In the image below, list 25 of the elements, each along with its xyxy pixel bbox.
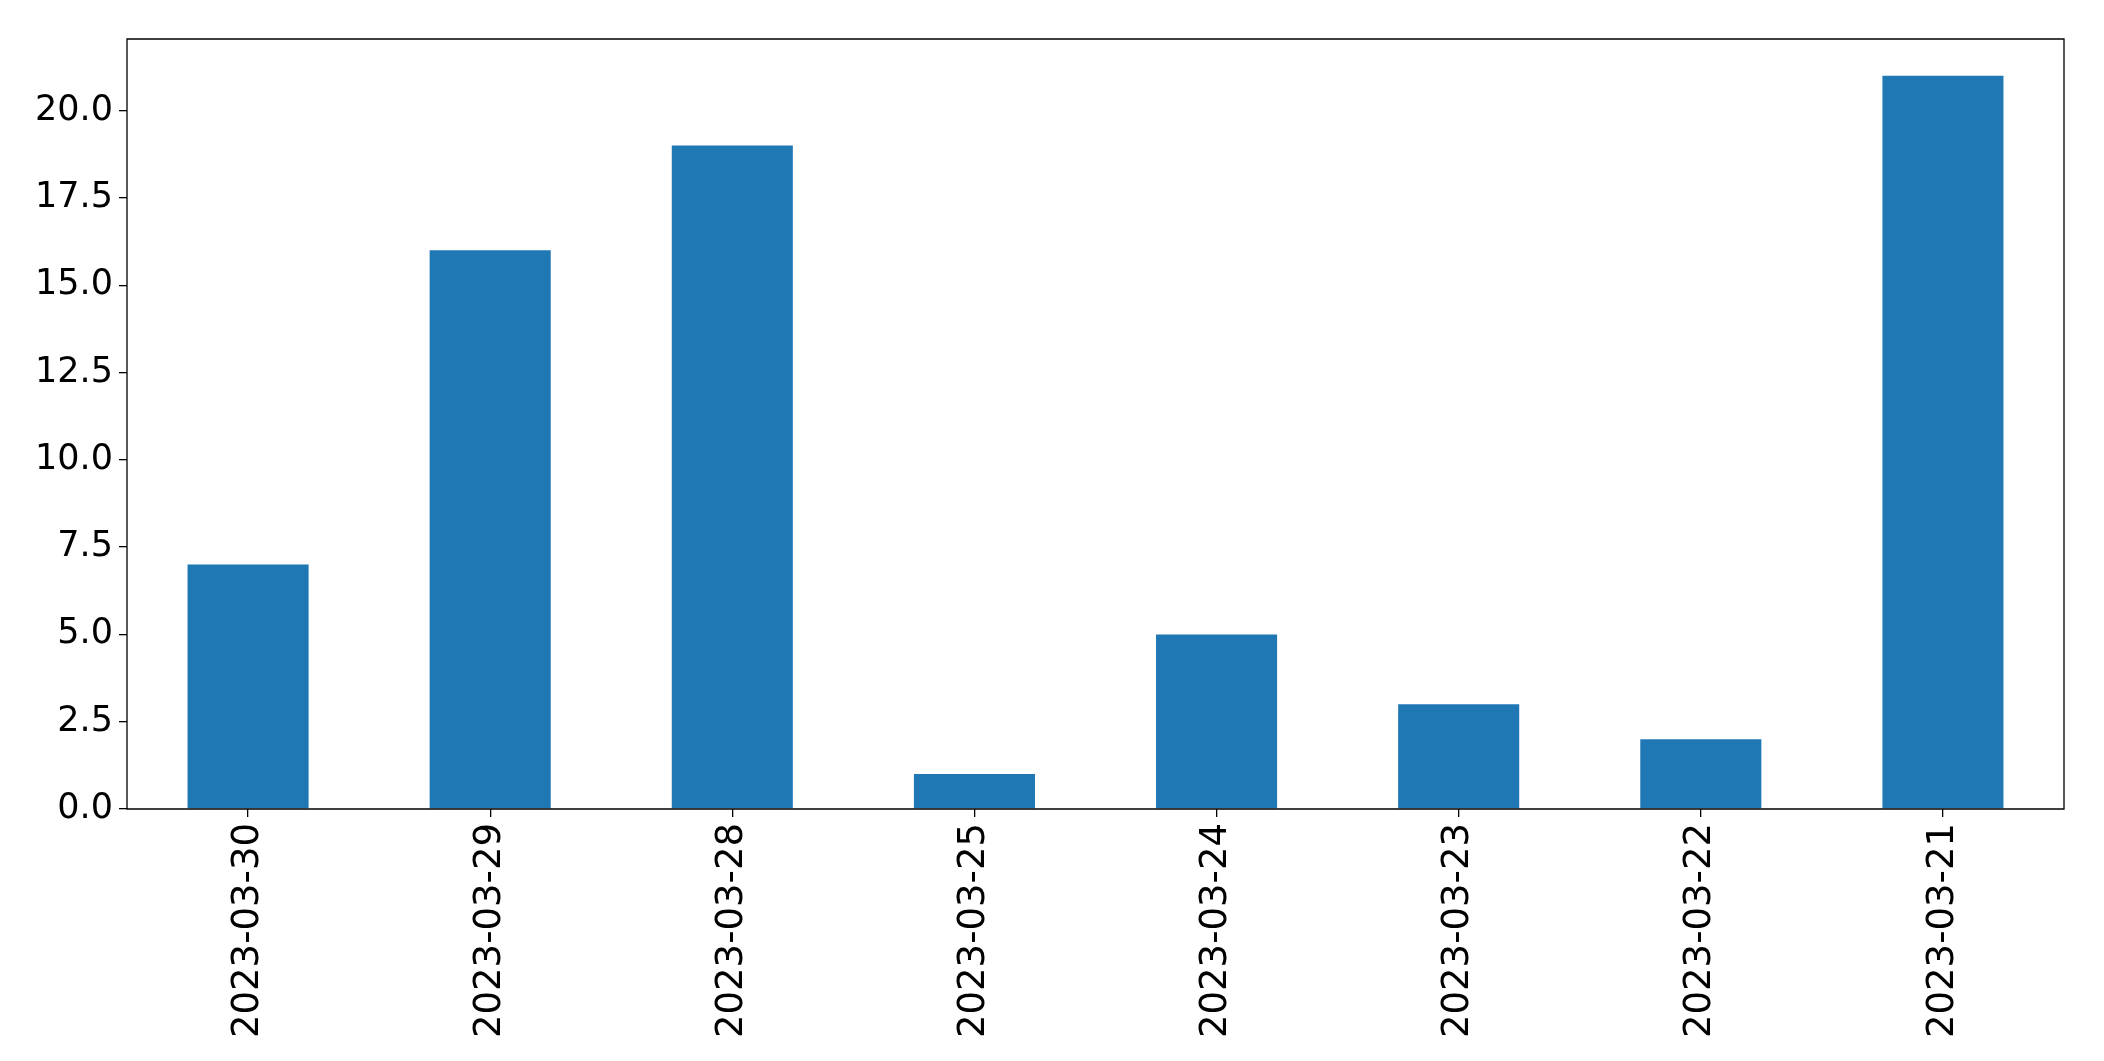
bar	[913, 774, 1035, 809]
bar	[1398, 704, 1520, 809]
x-tick-label: 2023-03-21	[1918, 823, 1962, 1039]
x-tick-label: 2023-03-25	[950, 823, 994, 1039]
x-tick-label: 2023-03-24	[1192, 823, 1236, 1039]
x-tick-label: 2023-03-30	[223, 823, 267, 1039]
y-tick-label: 20.0	[35, 87, 113, 128]
x-tick-label: 2023-03-22	[1676, 823, 1720, 1039]
x-tick-label: 2023-03-29	[465, 823, 509, 1039]
y-tick-label: 7.5	[57, 524, 113, 565]
y-tick-label: 0.0	[57, 786, 113, 827]
bar	[1640, 739, 1762, 809]
bar	[671, 145, 793, 809]
bar	[1882, 75, 2004, 809]
y-tick-label: 5.0	[57, 611, 113, 652]
x-tick-label: 2023-03-23	[1434, 823, 1478, 1039]
bar	[187, 564, 309, 809]
bar	[1156, 634, 1278, 809]
y-tick-label: 15.0	[35, 262, 113, 303]
y-tick-label: 10.0	[35, 436, 113, 477]
bar	[429, 250, 551, 809]
y-tick-label: 17.5	[35, 174, 113, 215]
y-tick-label: 2.5	[57, 698, 113, 739]
y-tick-label: 12.5	[35, 349, 113, 390]
x-tick-label: 2023-03-28	[707, 823, 751, 1039]
